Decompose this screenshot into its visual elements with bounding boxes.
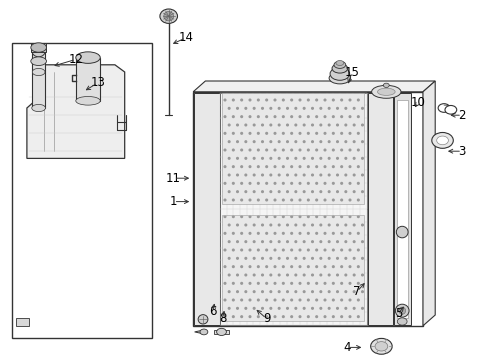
Text: 11: 11: [166, 172, 181, 185]
Ellipse shape: [333, 61, 345, 68]
Ellipse shape: [377, 88, 394, 95]
Bar: [16, 318, 29, 326]
Ellipse shape: [76, 96, 100, 105]
Ellipse shape: [32, 104, 45, 112]
Ellipse shape: [32, 68, 45, 76]
Ellipse shape: [398, 307, 405, 314]
Ellipse shape: [371, 85, 400, 98]
Ellipse shape: [383, 83, 388, 87]
Bar: [31, 43, 46, 52]
Ellipse shape: [160, 9, 177, 23]
Text: 14: 14: [178, 31, 193, 44]
Bar: [222, 93, 364, 204]
Ellipse shape: [370, 338, 391, 354]
Bar: [76, 58, 100, 101]
Ellipse shape: [216, 328, 226, 336]
Polygon shape: [194, 330, 203, 334]
Polygon shape: [193, 81, 434, 92]
Ellipse shape: [374, 342, 387, 351]
Ellipse shape: [396, 318, 406, 325]
Ellipse shape: [431, 132, 452, 148]
Text: 1: 1: [169, 195, 177, 208]
Ellipse shape: [329, 67, 349, 80]
Ellipse shape: [335, 60, 343, 66]
Bar: [393, 93, 410, 325]
Text: 13: 13: [90, 76, 105, 89]
Ellipse shape: [444, 105, 456, 114]
Polygon shape: [422, 81, 434, 326]
Bar: [396, 100, 407, 318]
Text: 9: 9: [262, 312, 270, 325]
Ellipse shape: [328, 72, 350, 84]
Text: 10: 10: [410, 96, 425, 109]
Text: 3: 3: [457, 145, 465, 158]
Ellipse shape: [200, 329, 207, 335]
Text: 6: 6: [208, 305, 216, 318]
Ellipse shape: [198, 315, 207, 324]
Ellipse shape: [31, 57, 46, 66]
Ellipse shape: [331, 64, 347, 73]
Bar: [12, 43, 151, 338]
Ellipse shape: [31, 43, 46, 52]
Text: 12: 12: [68, 53, 83, 66]
Ellipse shape: [163, 12, 173, 21]
Ellipse shape: [437, 104, 449, 112]
Bar: [222, 215, 364, 321]
Ellipse shape: [436, 136, 447, 145]
Bar: [194, 93, 219, 325]
Text: 5: 5: [394, 307, 402, 320]
Text: 2: 2: [457, 109, 465, 122]
Text: 15: 15: [344, 66, 359, 78]
Ellipse shape: [32, 44, 45, 57]
Ellipse shape: [395, 226, 407, 238]
Bar: [367, 93, 392, 325]
Text: 8: 8: [218, 312, 226, 325]
Polygon shape: [27, 65, 124, 158]
Bar: [214, 330, 228, 334]
Ellipse shape: [76, 52, 100, 63]
Bar: [193, 92, 422, 326]
Bar: [220, 93, 366, 325]
Ellipse shape: [394, 304, 408, 317]
Bar: [32, 50, 45, 108]
Text: 7: 7: [352, 285, 360, 298]
Text: 4: 4: [343, 341, 350, 354]
